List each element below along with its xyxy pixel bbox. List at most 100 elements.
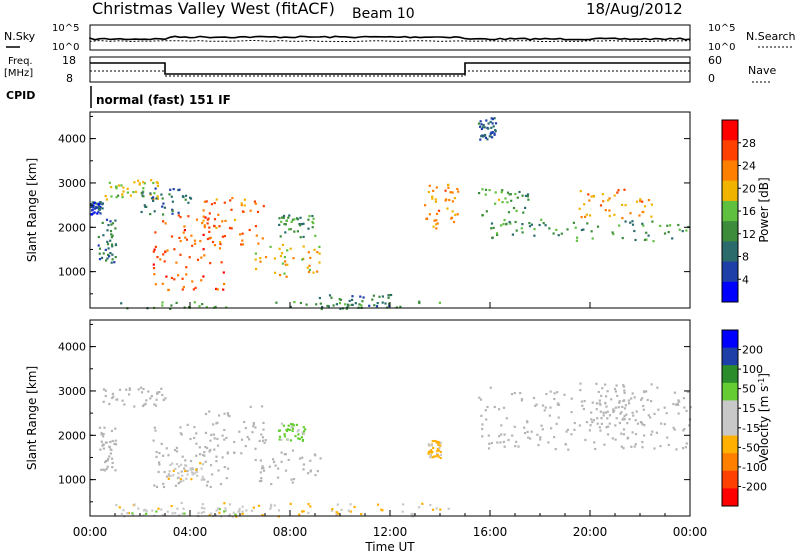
- data-cell: [318, 296, 321, 300]
- data-cell: [454, 213, 457, 216]
- data-cell: [612, 233, 615, 236]
- data-cell: [180, 501, 183, 504]
- y-tick-label: 3000: [58, 385, 86, 398]
- data-cell: [552, 232, 555, 235]
- data-cell: [254, 225, 257, 228]
- data-cell: [663, 423, 666, 426]
- data-cell: [220, 261, 223, 264]
- data-cell: [490, 227, 493, 230]
- data-cell: [290, 220, 293, 223]
- data-cell: [361, 300, 364, 303]
- data-cell: [213, 448, 216, 451]
- data-cell: [291, 423, 294, 426]
- data-cell: [194, 286, 197, 289]
- data-cell: [223, 282, 226, 286]
- data-cell: [435, 223, 438, 226]
- data-cell: [110, 233, 113, 236]
- data-cell: [286, 438, 289, 441]
- data-cell: [97, 207, 101, 210]
- data-cell: [99, 212, 102, 215]
- data-cell: [376, 503, 380, 506]
- data-cell: [570, 433, 573, 436]
- data-cell: [570, 411, 573, 414]
- data-cell: [189, 437, 192, 441]
- velocity-colorbar-label: Velocity [m s-1]: [757, 373, 772, 463]
- data-cell: [608, 197, 611, 200]
- data-cell: [200, 467, 203, 470]
- data-cell: [498, 408, 501, 411]
- data-cell: [335, 303, 338, 306]
- data-cell: [208, 450, 211, 453]
- data-cell: [177, 465, 181, 468]
- data-cell: [650, 383, 653, 386]
- data-cell: [427, 190, 430, 194]
- data-cell: [330, 509, 334, 512]
- data-cell: [182, 479, 185, 482]
- data-cell: [195, 442, 198, 445]
- x-tick-label: 16:00: [473, 525, 508, 539]
- data-cell: [113, 261, 116, 264]
- data-cell: [578, 424, 581, 427]
- colorbar-segment: [722, 200, 738, 222]
- data-cell: [677, 412, 680, 415]
- data-cell: [166, 510, 169, 513]
- data-cell: [90, 213, 93, 216]
- data-cell: [613, 194, 616, 197]
- data-cell: [631, 431, 634, 434]
- data-cell: [157, 470, 160, 473]
- data-cell: [663, 406, 666, 409]
- data-cell: [217, 507, 220, 510]
- data-cell: [230, 208, 233, 211]
- data-cell: [487, 447, 491, 450]
- data-cell: [501, 189, 504, 192]
- data-cell: [209, 464, 213, 467]
- data-cell: [154, 429, 157, 432]
- data-cell: [237, 510, 240, 513]
- data-cell: [490, 222, 494, 225]
- data-cell: [162, 202, 165, 205]
- data-cell: [446, 207, 449, 210]
- data-cell: [514, 445, 517, 448]
- data-cell: [599, 429, 602, 432]
- data-cell: [655, 431, 658, 434]
- data-cell: [189, 460, 193, 463]
- data-cell: [109, 452, 112, 455]
- data-cell: [159, 258, 162, 261]
- data-cell: [417, 506, 421, 509]
- data-cell: [167, 473, 170, 476]
- data-cell: [319, 457, 322, 460]
- data-cell: [183, 229, 186, 232]
- data-cell: [316, 251, 319, 254]
- data-cell: [496, 441, 499, 444]
- data-cell: [213, 224, 216, 227]
- data-cell: [584, 438, 587, 441]
- data-cell: [437, 441, 440, 444]
- data-cell: [284, 223, 287, 226]
- data-cell: [642, 224, 645, 227]
- data-cell: [554, 448, 557, 451]
- data-cell: [653, 447, 656, 450]
- data-cell: [667, 231, 670, 234]
- data-cell: [191, 473, 194, 476]
- data-cell: [103, 426, 106, 429]
- data-cell: [185, 273, 188, 276]
- data-cell: [576, 236, 579, 239]
- data-cell: [240, 438, 244, 441]
- data-cell: [180, 470, 183, 473]
- data-cell: [430, 449, 433, 452]
- data-cell: [244, 427, 247, 430]
- data-cell: [456, 213, 459, 216]
- data-cell: [213, 202, 216, 205]
- data-cell: [606, 390, 609, 393]
- data-cell: [602, 411, 605, 414]
- data-cell: [613, 387, 617, 391]
- data-cell: [362, 296, 365, 299]
- data-cell: [573, 428, 576, 431]
- data-cell: [555, 422, 558, 425]
- data-cell: [111, 234, 114, 237]
- data-cell: [210, 433, 213, 436]
- data-cell: [592, 195, 595, 198]
- data-cell: [592, 419, 595, 422]
- data-cell: [228, 503, 232, 506]
- data-cell: [154, 404, 158, 407]
